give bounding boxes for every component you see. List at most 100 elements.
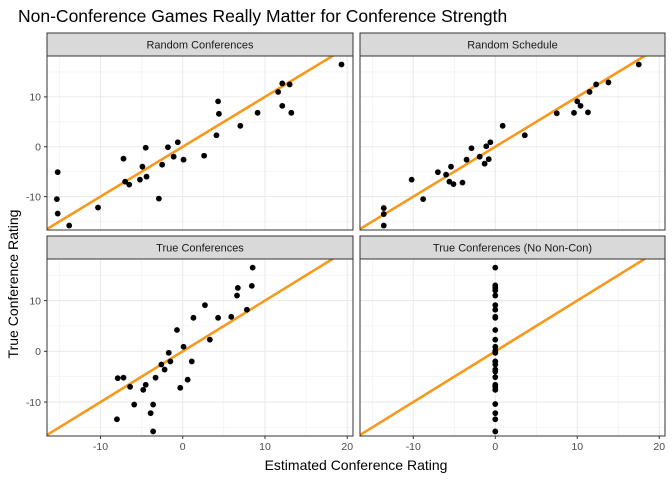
data-point bbox=[483, 143, 490, 150]
reference-line bbox=[47, 56, 335, 230]
panel: Random Conferences bbox=[46, 32, 354, 231]
data-point bbox=[468, 145, 475, 152]
panel: Random Schedule bbox=[359, 32, 666, 231]
data-point bbox=[127, 383, 133, 390]
x-axis-ticks: -10 0 10 20 -10 0 10 20 bbox=[93, 436, 665, 453]
data-point bbox=[279, 80, 286, 87]
x-tick-label: 0 bbox=[492, 441, 498, 453]
data-point bbox=[137, 176, 143, 183]
data-point bbox=[577, 102, 584, 109]
data-point bbox=[147, 410, 154, 417]
reference-line bbox=[360, 259, 647, 436]
data-point bbox=[492, 264, 499, 271]
data-point bbox=[95, 204, 101, 211]
data-point bbox=[481, 160, 488, 167]
data-point bbox=[275, 88, 282, 95]
data-point bbox=[54, 169, 61, 176]
data-point bbox=[499, 122, 506, 129]
data-point bbox=[180, 156, 187, 163]
data-point bbox=[152, 374, 159, 381]
data-point bbox=[492, 292, 499, 299]
data-point bbox=[234, 292, 240, 299]
data-point bbox=[492, 416, 499, 423]
data-point bbox=[459, 179, 466, 186]
x-axis-title: Estimated Conference Rating bbox=[265, 457, 448, 473]
data-point bbox=[174, 139, 181, 146]
data-point bbox=[492, 361, 499, 368]
y-tick-label: 10 bbox=[29, 295, 41, 307]
data-point bbox=[380, 222, 387, 229]
x-tick-label: 20 bbox=[341, 441, 353, 453]
data-point bbox=[487, 139, 494, 146]
data-point bbox=[190, 314, 197, 321]
data-point bbox=[170, 153, 177, 160]
data-point bbox=[485, 156, 492, 163]
panel-strip-label: Random Schedule bbox=[467, 40, 558, 52]
data-point bbox=[288, 109, 295, 116]
y-axis-title: True Conference Rating bbox=[5, 210, 21, 359]
data-point bbox=[114, 416, 120, 423]
panel-border bbox=[46, 258, 354, 437]
data-point bbox=[180, 343, 187, 350]
data-point bbox=[571, 109, 577, 116]
reference-line bbox=[47, 259, 335, 436]
data-point bbox=[279, 102, 286, 109]
data-point bbox=[448, 163, 454, 170]
data-point bbox=[585, 109, 591, 116]
data-point bbox=[213, 132, 220, 139]
x-tick-label: -10 bbox=[93, 441, 108, 453]
data-point bbox=[161, 366, 168, 373]
y-tick-label: 0 bbox=[35, 346, 41, 358]
data-point bbox=[492, 368, 499, 375]
data-point bbox=[286, 81, 293, 88]
data-point bbox=[338, 61, 345, 68]
data-point bbox=[216, 110, 222, 117]
panel-strip-label: True Conferences bbox=[156, 243, 244, 255]
data-point bbox=[53, 196, 60, 202]
data-point bbox=[150, 428, 157, 435]
data-point bbox=[243, 306, 250, 313]
data-point bbox=[114, 375, 121, 382]
data-point bbox=[201, 152, 208, 159]
data-point bbox=[408, 176, 415, 183]
data-point bbox=[158, 361, 165, 368]
data-point bbox=[574, 98, 581, 105]
data-point bbox=[215, 98, 221, 105]
data-point bbox=[492, 386, 499, 393]
data-point bbox=[492, 410, 499, 417]
data-point bbox=[150, 401, 157, 408]
reference-line bbox=[360, 56, 648, 230]
data-point bbox=[139, 163, 146, 170]
data-point bbox=[120, 155, 127, 162]
data-point bbox=[492, 314, 499, 321]
x-tick-label: 0 bbox=[180, 441, 186, 453]
data-point bbox=[492, 349, 499, 356]
x-tick-label: 10 bbox=[571, 441, 583, 453]
data-point bbox=[586, 88, 593, 95]
data-point bbox=[155, 195, 162, 202]
data-point bbox=[492, 302, 499, 309]
panel-border bbox=[46, 55, 354, 231]
panel-background bbox=[47, 259, 353, 436]
data-point bbox=[54, 210, 61, 217]
data-point bbox=[66, 222, 73, 229]
data-point bbox=[234, 285, 241, 291]
data-point bbox=[167, 358, 174, 365]
panel-background bbox=[360, 259, 665, 436]
x-tick-label: 20 bbox=[653, 441, 665, 453]
y-tick-label: -10 bbox=[26, 397, 41, 409]
y-tick-label: 10 bbox=[29, 92, 41, 104]
data-point bbox=[492, 336, 499, 343]
data-point bbox=[228, 313, 235, 320]
panel-border bbox=[359, 258, 666, 437]
data-point bbox=[635, 61, 642, 68]
data-point bbox=[140, 386, 147, 393]
data-point bbox=[521, 132, 528, 139]
data-point bbox=[237, 122, 244, 129]
data-point bbox=[142, 144, 149, 151]
data-point bbox=[593, 81, 600, 88]
facet-panels: Random Conferences Random Schedule True Co… bbox=[46, 32, 666, 437]
panel: True Conferences bbox=[46, 235, 354, 437]
data-point bbox=[434, 169, 441, 176]
